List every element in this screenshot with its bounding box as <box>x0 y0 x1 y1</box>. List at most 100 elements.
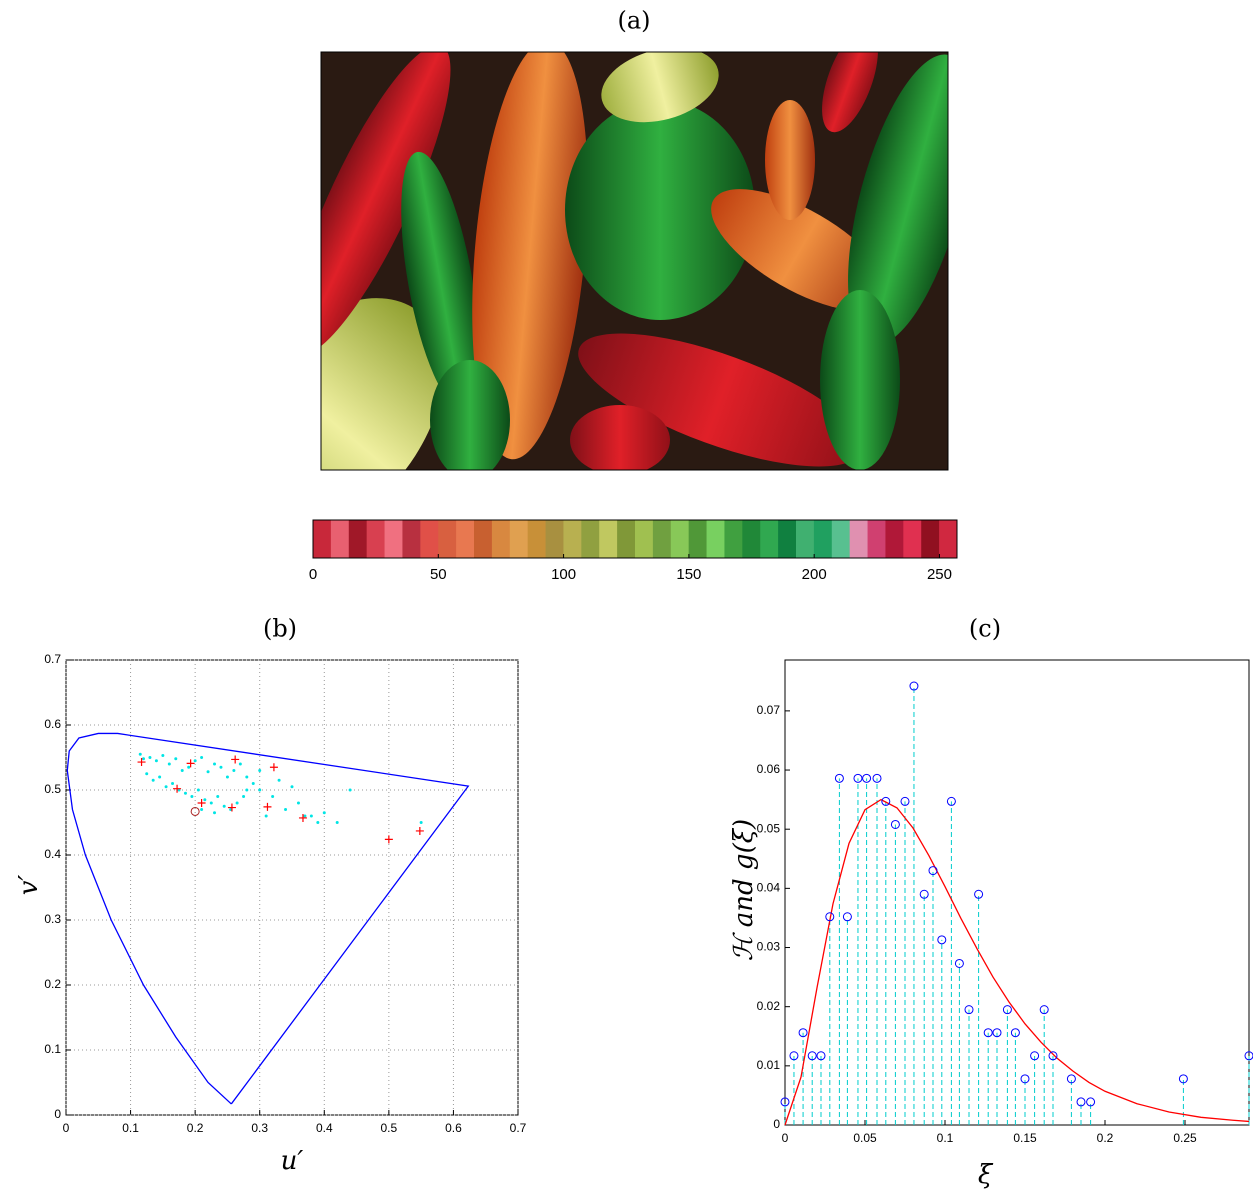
peppers-image <box>321 52 948 470</box>
x-tick-label: 0.5 <box>381 1121 398 1135</box>
colorbar-band <box>635 520 654 558</box>
stem-marker <box>825 912 835 922</box>
y-tick-label: 0 <box>54 1107 61 1121</box>
plus-marker <box>298 813 307 822</box>
x-tick-label: 0 <box>782 1131 789 1145</box>
x-tick-label: 0.7 <box>510 1121 527 1135</box>
point <box>216 795 220 798</box>
x-tick-label: 100 <box>551 566 576 583</box>
colorbar-band <box>491 520 511 558</box>
x-tick-label: 0 <box>63 1121 70 1135</box>
locus-line <box>66 732 470 1105</box>
x-tick-label: 0.05 <box>853 1131 877 1145</box>
stem-marker <box>834 773 844 783</box>
circle-marker <box>190 806 200 816</box>
colorbar-band <box>778 520 797 558</box>
colorbar-band <box>527 520 547 558</box>
colorbar-band <box>670 520 690 558</box>
image-frame <box>320 51 949 471</box>
x-tick-label: 0.25 <box>1173 1131 1197 1145</box>
y-axis-label: ℋ and g(ξ) <box>729 819 759 961</box>
point <box>209 801 213 805</box>
colorbar-band <box>402 520 421 558</box>
stem-marker <box>780 1097 790 1107</box>
stem-marker <box>1002 1005 1012 1015</box>
y-tick-label: 0.02 <box>757 999 781 1013</box>
colorbar-band <box>760 520 779 558</box>
point <box>158 775 162 779</box>
stem-marker <box>1244 1051 1253 1061</box>
chart-title: (c) <box>969 615 1001 643</box>
fit-curve <box>784 798 1250 1126</box>
point <box>277 778 281 782</box>
plus-marker <box>384 835 393 844</box>
stem-marker <box>928 866 938 876</box>
point <box>284 808 288 811</box>
point <box>138 752 142 756</box>
y-tick-label: 0.07 <box>757 703 781 717</box>
colorbar-frame <box>312 519 958 559</box>
stem-marker <box>842 912 852 922</box>
point <box>322 811 326 815</box>
point <box>206 770 210 774</box>
plus-marker <box>269 763 278 772</box>
point <box>148 756 152 759</box>
x-tick-label: 250 <box>927 566 952 583</box>
x-tick-label: 0 <box>309 566 317 583</box>
colorbar-band <box>688 520 708 558</box>
point <box>145 772 149 776</box>
point <box>290 785 294 789</box>
stem-marker <box>872 773 882 783</box>
point <box>200 756 204 759</box>
point <box>164 785 168 789</box>
point <box>303 814 307 818</box>
colorbar-band <box>599 520 618 558</box>
point <box>419 821 423 824</box>
x-axis-label: ξ <box>978 1160 994 1190</box>
stem-marker <box>1178 1074 1188 1084</box>
colorbar-band <box>474 520 493 558</box>
x-tick-label: 0.4 <box>316 1121 333 1135</box>
y-tick-label: 0.06 <box>757 762 781 776</box>
y-tick-label: 0.01 <box>757 1058 781 1072</box>
stem-marker <box>816 1051 826 1061</box>
point <box>141 757 145 761</box>
y-tick-label: 0.5 <box>44 782 61 796</box>
point <box>213 811 217 815</box>
stem-marker <box>954 958 964 968</box>
colorbar-band <box>921 520 940 558</box>
colorbar-band <box>581 520 600 558</box>
stem-marker <box>983 1028 993 1038</box>
x-tick-label: 0.1 <box>122 1121 139 1135</box>
stem-marker <box>807 1051 817 1061</box>
x-tick-label: 0.2 <box>1097 1131 1114 1145</box>
point <box>161 754 165 758</box>
y-tick-label: 0.05 <box>757 821 781 835</box>
stem-marker <box>1066 1074 1076 1084</box>
colorbar-band <box>885 520 904 558</box>
colorbar-band <box>348 520 368 558</box>
x-tick-label: 0.6 <box>445 1121 462 1135</box>
point <box>222 804 226 808</box>
stem-marker <box>1039 1005 1049 1015</box>
colorbar-band <box>438 520 457 558</box>
colorbar-band <box>939 520 958 558</box>
axes-frame <box>65 659 519 1116</box>
colorbar-band <box>849 520 869 558</box>
stem-marker <box>890 819 900 829</box>
point <box>245 775 249 779</box>
point <box>238 762 242 766</box>
stem-marker <box>881 796 891 806</box>
point <box>245 788 249 792</box>
stem-marker <box>937 935 947 945</box>
point <box>219 765 223 769</box>
point <box>258 788 262 792</box>
point <box>151 778 155 782</box>
point <box>193 759 197 763</box>
colorbar-band <box>313 520 332 558</box>
x-tick-label: 50 <box>430 566 447 583</box>
point <box>213 762 217 766</box>
stem-marker <box>900 796 910 806</box>
point <box>203 798 207 802</box>
